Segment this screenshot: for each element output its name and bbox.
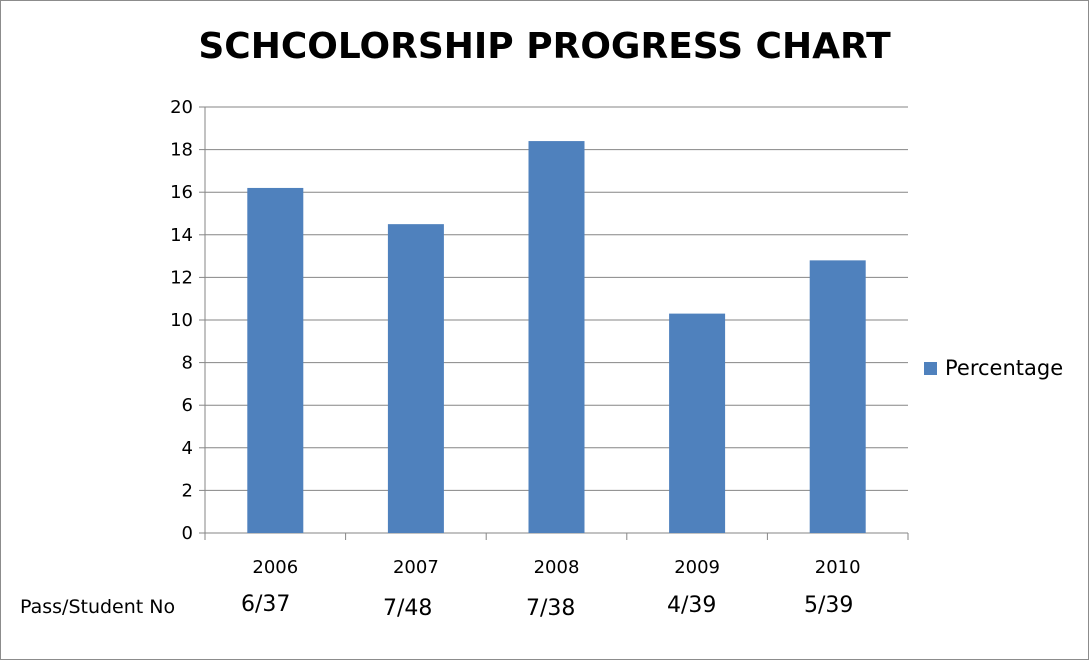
y-tick-label-12: 12 xyxy=(170,267,193,288)
y-tick-label-8: 8 xyxy=(182,353,193,374)
y-tick-label-6: 6 xyxy=(182,395,193,416)
x-tick-label-2007: 2007 xyxy=(393,557,439,578)
y-tick-label-0: 0 xyxy=(182,523,193,544)
y-tick-label-14: 14 xyxy=(170,225,193,246)
y-tick-label-18: 18 xyxy=(170,140,193,161)
ratio-2007: 7/48 xyxy=(383,596,433,621)
y-tick-label-10: 10 xyxy=(170,310,193,331)
legend-swatch-percentage xyxy=(924,361,937,375)
legend-label-percentage: Percentage xyxy=(945,356,1064,380)
x-tick-label-2010: 2010 xyxy=(815,557,861,578)
y-tick-label-2: 2 xyxy=(182,480,193,501)
chart-title: SCHCOLORSHIP PROGRESS CHART xyxy=(198,26,891,67)
y-tick-label-16: 16 xyxy=(170,182,193,203)
ratio-2006: 6/37 xyxy=(241,592,291,617)
pass-student-row-label: Pass/Student No xyxy=(20,596,176,618)
ratio-2009: 4/39 xyxy=(667,593,717,618)
ratio-2010: 5/39 xyxy=(804,593,854,618)
bar-2008 xyxy=(528,141,585,533)
y-tick-label-20: 20 xyxy=(170,97,193,118)
bar-2007 xyxy=(387,224,444,533)
legend: Percentage xyxy=(924,356,1063,380)
x-tick-label-2008: 2008 xyxy=(534,557,580,578)
bar-2010 xyxy=(809,260,866,533)
bar-2006 xyxy=(247,187,304,533)
bar-2009 xyxy=(669,313,726,533)
ratio-2008: 7/38 xyxy=(526,596,576,621)
x-tick-label-2006: 2006 xyxy=(252,557,298,578)
y-tick-label-4: 4 xyxy=(182,438,193,459)
x-tick-label-2009: 2009 xyxy=(674,557,720,578)
